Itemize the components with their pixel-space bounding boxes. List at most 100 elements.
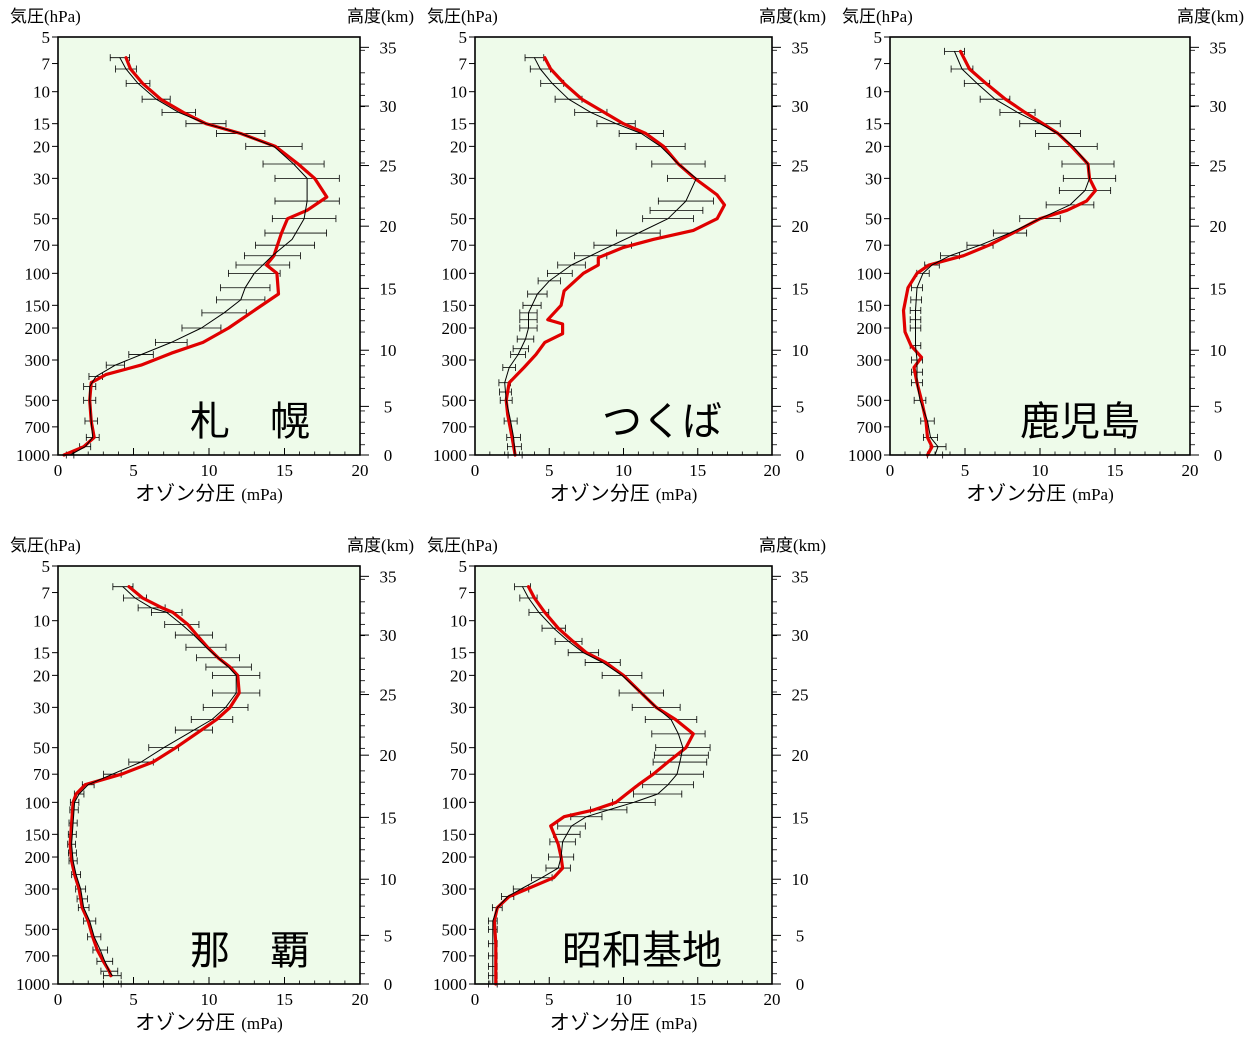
pressure-tick-label: 1000 <box>848 446 882 465</box>
x-tick-label: 0 <box>886 461 895 480</box>
pressure-tick-label: 300 <box>442 351 468 370</box>
pressure-tick-label: 300 <box>25 880 51 899</box>
x-tick-label: 15 <box>689 990 706 1009</box>
x-axis-label-unit: (mPa) <box>241 485 283 504</box>
pressure-tick-label: 500 <box>25 920 51 939</box>
pressure-tick-label: 50 <box>865 210 882 229</box>
pressure-tick-label: 70 <box>33 765 50 784</box>
altitude-tick-label: 0 <box>796 446 805 465</box>
altitude-tick-label: 30 <box>792 97 809 116</box>
pressure-axis-label: 気圧(hPa) <box>427 7 498 26</box>
pressure-tick-label: 500 <box>442 391 468 410</box>
plot-area <box>475 566 772 984</box>
pressure-tick-label: 15 <box>450 644 467 663</box>
altitude-axis-label: 高度(km) <box>1177 7 1244 26</box>
pressure-tick-label: 30 <box>33 169 50 188</box>
x-axis-label-unit: (mPa) <box>656 1014 698 1033</box>
pressure-tick-label: 1000 <box>433 446 467 465</box>
pressure-tick-label: 7 <box>874 55 883 74</box>
x-tick-label: 15 <box>1107 461 1124 480</box>
pressure-tick-label: 700 <box>25 418 51 437</box>
pressure-tick-label: 100 <box>25 793 51 812</box>
x-tick-label: 10 <box>1032 461 1049 480</box>
altitude-tick-label: 15 <box>1210 279 1227 298</box>
observed-profile-line <box>68 585 241 978</box>
altitude-tick-label: 5 <box>384 926 393 945</box>
pressure-tick-label: 200 <box>25 319 51 338</box>
altitude-tick-label: 25 <box>792 157 809 176</box>
altitude-tick-label: 5 <box>796 397 805 416</box>
altitude-tick-label: 20 <box>1210 217 1227 236</box>
altitude-tick-label: 35 <box>380 38 397 57</box>
altitude-tick-label: 30 <box>792 626 809 645</box>
altitude-tick-label: 35 <box>1210 38 1227 57</box>
x-tick-label: 15 <box>689 461 706 480</box>
altitude-tick-label: 20 <box>792 746 809 765</box>
pressure-tick-label: 150 <box>442 296 468 315</box>
pressure-axis-label: 気圧(hPa) <box>10 536 81 555</box>
altitude-tick-label: 10 <box>380 870 397 889</box>
x-tick-label: 15 <box>276 461 293 480</box>
altitude-tick-label: 20 <box>380 746 397 765</box>
altitude-tick-label: 10 <box>380 341 397 360</box>
pressure-tick-label: 300 <box>25 351 51 370</box>
x-tick-label: 5 <box>129 461 138 480</box>
x-tick-label: 5 <box>545 461 554 480</box>
x-axis-label-main: オゾン分圧 <box>966 481 1066 505</box>
x-axis-label: オゾン分圧 (mPa) <box>966 481 1114 505</box>
x-tick-label: 20 <box>1182 461 1199 480</box>
x-tick-label: 20 <box>764 461 781 480</box>
chart-panel-5: 0 5 10 15 2057101520305070100150200300500700… <box>427 536 826 1034</box>
pressure-tick-label: 150 <box>857 296 883 315</box>
altitude-tick-label: 15 <box>792 279 809 298</box>
altitude-tick-label: 10 <box>1210 341 1227 360</box>
pressure-tick-label: 70 <box>450 236 467 255</box>
pressure-tick-label: 15 <box>33 644 50 663</box>
x-axis-label-unit: (mPa) <box>241 1014 283 1033</box>
pressure-tick-label: 700 <box>25 947 51 966</box>
pressure-tick-label: 1000 <box>16 446 50 465</box>
chart-panel-1: 0 5 10 15 2057101520305070100150200300500700… <box>10 7 414 505</box>
pressure-tick-label: 15 <box>33 115 50 134</box>
pressure-tick-label: 7 <box>42 584 51 603</box>
pressure-tick-label: 70 <box>450 765 467 784</box>
plot-area <box>58 566 360 984</box>
station-name: 那 覇 <box>190 928 310 974</box>
chart-panel-3: 0 5 10 15 2057101520305070100150200300500700… <box>842 7 1244 505</box>
chart-panel-4: 0 5 10 15 2057101520305070100150200300500700… <box>10 536 414 1034</box>
altitude-tick-label: 35 <box>792 567 809 586</box>
pressure-tick-label: 30 <box>865 169 882 188</box>
altitude-tick-label: 35 <box>792 38 809 57</box>
pressure-tick-label: 1000 <box>433 975 467 994</box>
x-tick-label: 20 <box>352 461 369 480</box>
x-axis-label: オゾン分圧 (mPa) <box>550 1010 698 1034</box>
pressure-tick-label: 5 <box>42 28 51 47</box>
pressure-tick-label: 100 <box>442 793 468 812</box>
observed-profile-line <box>504 56 727 457</box>
x-tick-label: 0 <box>471 461 480 480</box>
mean-profile-line <box>504 57 697 456</box>
pressure-tick-label: 10 <box>865 83 882 102</box>
pressure-tick-label: 15 <box>865 115 882 134</box>
x-axis-label-unit: (mPa) <box>1072 485 1114 504</box>
pressure-tick-label: 7 <box>459 584 468 603</box>
pressure-tick-label: 100 <box>25 264 51 283</box>
x-axis-label-unit: (mPa) <box>656 485 698 504</box>
pressure-tick-label: 700 <box>857 418 883 437</box>
x-tick-label: 10 <box>615 990 632 1009</box>
altitude-tick-label: 5 <box>1214 397 1223 416</box>
pressure-tick-label: 50 <box>33 739 50 758</box>
pressure-axis-label: 気圧(hPa) <box>842 7 913 26</box>
pressure-tick-label: 30 <box>450 169 467 188</box>
altitude-tick-label: 30 <box>380 626 397 645</box>
x-tick-label: 20 <box>352 990 369 1009</box>
mean-profile-line <box>71 586 237 977</box>
x-tick-label: 0 <box>471 990 480 1009</box>
altitude-axis-label: 高度(km) <box>347 536 414 555</box>
pressure-tick-label: 700 <box>442 947 468 966</box>
pressure-tick-label: 10 <box>450 612 467 631</box>
pressure-tick-label: 5 <box>42 557 51 576</box>
pressure-axis-label: 気圧(hPa) <box>10 7 81 26</box>
mean-profile-line <box>492 586 684 985</box>
